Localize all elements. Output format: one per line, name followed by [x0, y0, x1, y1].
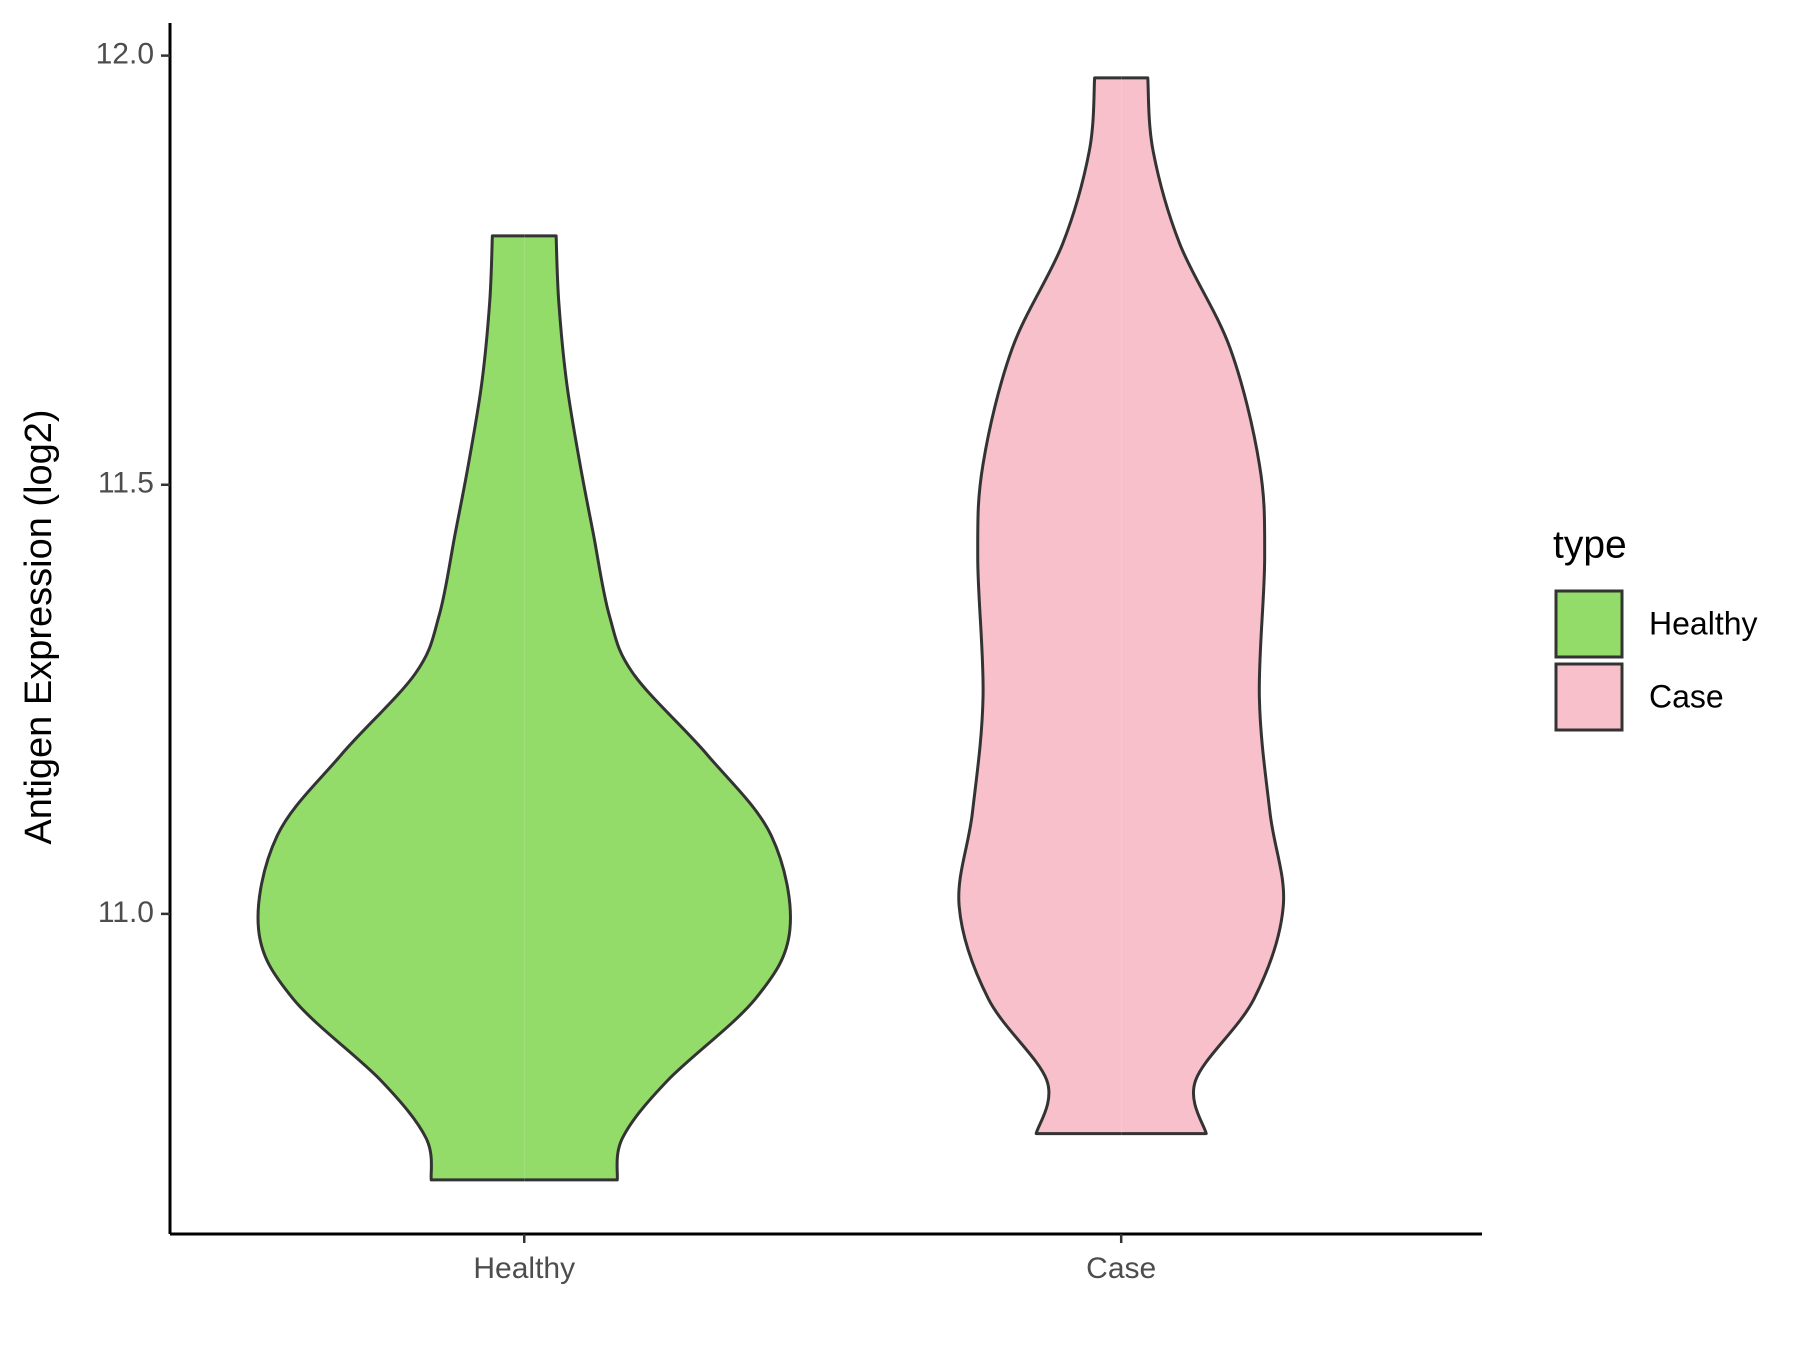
legend-key [1554, 662, 1624, 732]
y-tick-label: 11.5 [98, 467, 154, 500]
x-tick-label: Healthy [473, 1252, 575, 1285]
violin-outline [256, 234, 525, 1182]
y-tick-label: 12.0 [96, 38, 154, 71]
x-tick-label: Case [1086, 1252, 1156, 1285]
violin-half [958, 77, 1122, 1134]
violin-outline [524, 234, 792, 1182]
legend-label: Case [1649, 678, 1724, 714]
violin-half [524, 235, 791, 1180]
violin-outline [957, 76, 1122, 1136]
y-tick-label: 11.0 [98, 896, 154, 929]
legend-key [1554, 589, 1624, 659]
violin-outline [1121, 76, 1286, 1136]
legend-label: Healthy [1649, 605, 1758, 641]
violin-half [1121, 77, 1284, 1134]
legend-title: type [1553, 523, 1627, 566]
violin-half [258, 235, 525, 1180]
y-axis-title: Antigen Expression (log2) [18, 409, 60, 844]
